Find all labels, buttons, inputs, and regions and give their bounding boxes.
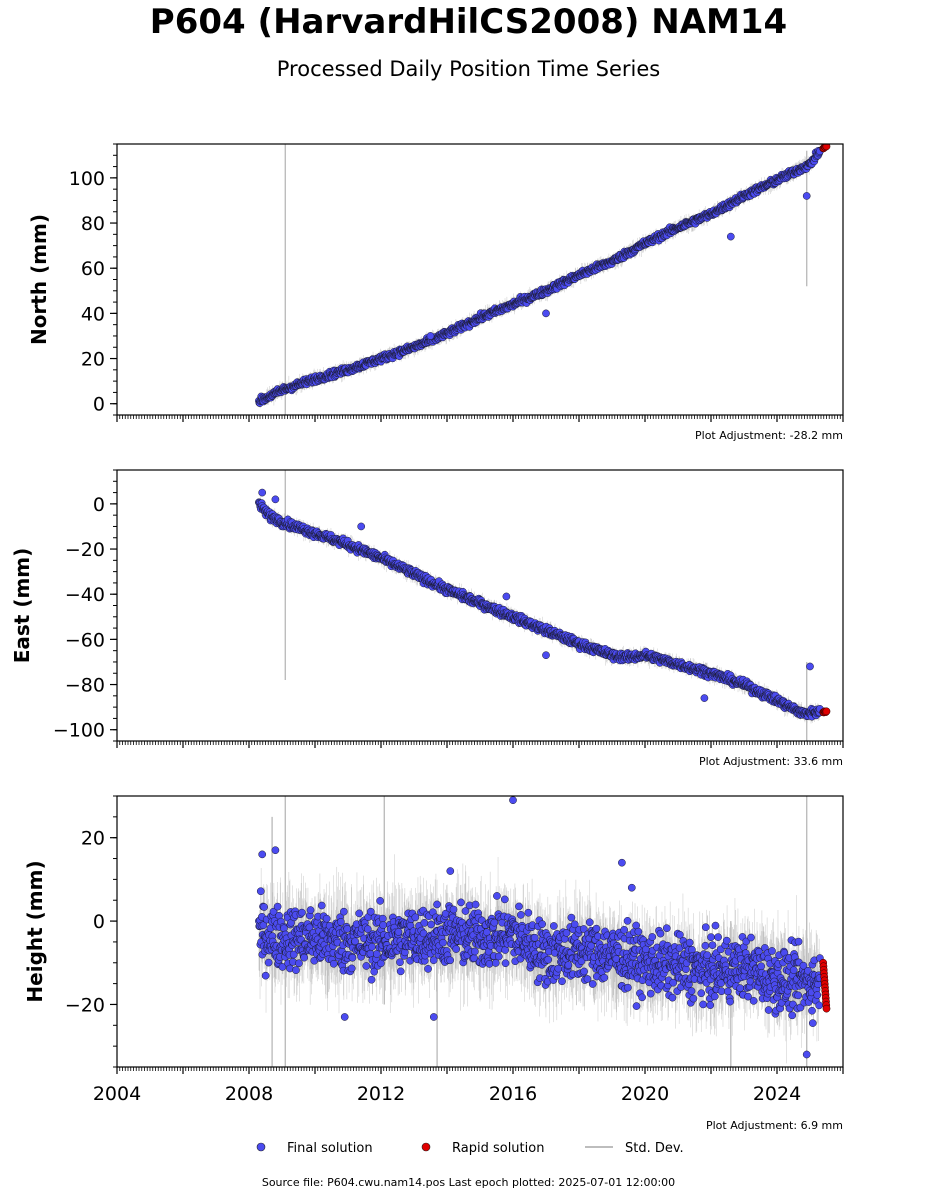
rapid-solution-points: [819, 144, 831, 153]
y-axis-label: North (mm): [27, 214, 51, 345]
y-tick-label: 0: [93, 394, 105, 416]
final-point-outlier: [802, 192, 811, 200]
axes-frame: [116, 143, 844, 416]
y-tick-label: 100: [69, 168, 105, 190]
final-point-outlier: [726, 232, 735, 241]
north-panel: 0 20 40 60 80 100 North (mm): [27, 143, 844, 422]
plot-area: [255, 470, 831, 741]
chart-subtitle: Processed Daily Position Time Series: [276, 57, 661, 81]
y-tick-label: 20: [81, 349, 105, 371]
chart-title: P604 (HarvardHilCS2008) NAM14: [149, 2, 788, 42]
y-tick-label: 80: [81, 213, 105, 235]
final-solution-points: [255, 146, 824, 407]
std-dev-bars: [258, 470, 821, 741]
final-point-outlier: [542, 309, 550, 318]
y-tick-label: 40: [81, 303, 105, 325]
y-tick-label: 60: [81, 258, 105, 280]
final-solution-points: [255, 488, 824, 721]
plot-area: [255, 144, 831, 415]
final-point-outlier: [426, 332, 435, 340]
rapid-point: [822, 144, 831, 151]
